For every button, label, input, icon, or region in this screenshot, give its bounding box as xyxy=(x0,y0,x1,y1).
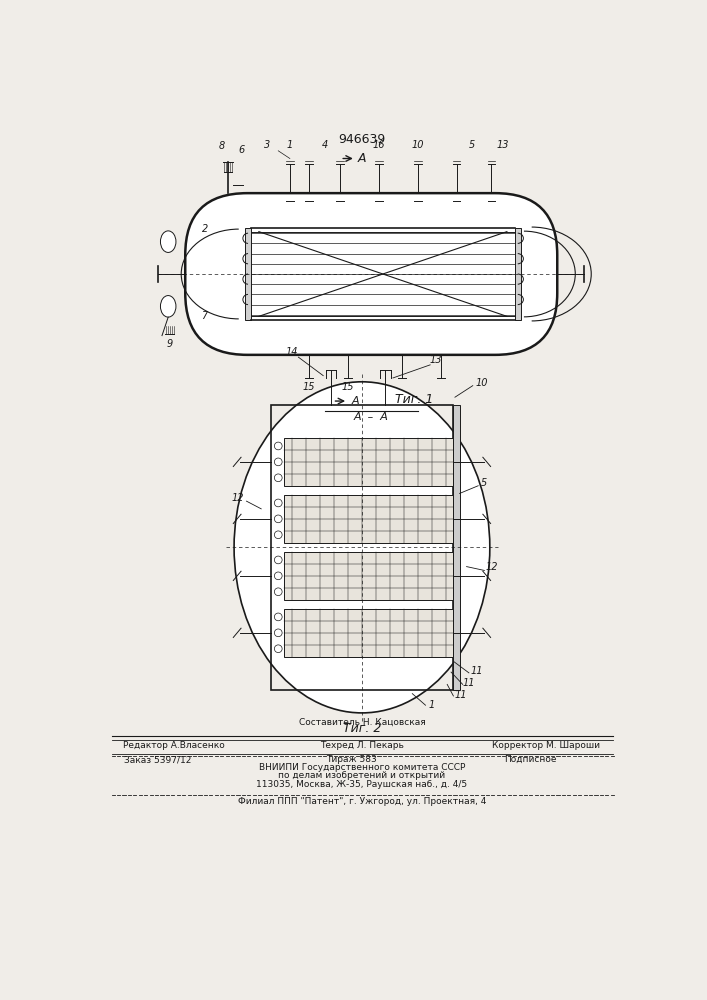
Circle shape xyxy=(274,499,282,507)
Text: ВНИИПИ Государственного комитета СССР: ВНИИПИ Государственного комитета СССР xyxy=(259,763,465,772)
Text: Редактор А.Власенко: Редактор А.Власенко xyxy=(123,741,225,750)
Text: Τиг. 1: Τиг. 1 xyxy=(395,393,433,406)
Text: 10: 10 xyxy=(411,140,424,150)
Text: Техред Л. Пекарь: Техред Л. Пекарь xyxy=(320,741,404,750)
Text: 9: 9 xyxy=(167,339,173,349)
Bar xyxy=(515,228,521,320)
Text: по делам изобретений и открытий: по делам изобретений и открытий xyxy=(279,771,445,780)
Text: 946639: 946639 xyxy=(339,133,385,146)
Text: 13: 13 xyxy=(497,140,509,150)
Text: A: A xyxy=(358,152,366,165)
Text: 4: 4 xyxy=(322,140,328,150)
Bar xyxy=(284,552,453,600)
Text: Заказ 5397/12: Заказ 5397/12 xyxy=(124,755,192,764)
Text: 11: 11 xyxy=(455,690,467,700)
Text: 3: 3 xyxy=(264,140,270,150)
Bar xyxy=(453,405,460,690)
Text: 5: 5 xyxy=(481,478,488,488)
Text: 1: 1 xyxy=(287,140,293,150)
Text: A  –  A: A – A xyxy=(354,412,389,422)
Text: A: A xyxy=(351,396,358,406)
Circle shape xyxy=(274,572,282,580)
Circle shape xyxy=(274,645,282,653)
Text: Тираж 583: Тираж 583 xyxy=(327,755,378,764)
Text: Корректор М. Шароши: Корректор М. Шароши xyxy=(491,741,600,750)
Text: 16: 16 xyxy=(373,140,385,150)
Text: Филиал ППП "Патент", г. Ужгород, ул. Проектная, 4: Филиал ППП "Патент", г. Ужгород, ул. Про… xyxy=(238,797,486,806)
Text: Подписное: Подписное xyxy=(504,755,556,764)
Text: 12: 12 xyxy=(232,493,244,503)
Text: 14: 14 xyxy=(286,347,298,357)
Bar xyxy=(245,228,251,320)
Ellipse shape xyxy=(234,382,490,713)
Text: 13: 13 xyxy=(429,355,442,365)
Text: 15: 15 xyxy=(303,381,315,391)
Text: 15: 15 xyxy=(341,381,354,391)
Circle shape xyxy=(274,588,282,596)
Text: 2: 2 xyxy=(201,224,208,234)
Circle shape xyxy=(274,458,282,466)
FancyBboxPatch shape xyxy=(185,193,557,355)
Circle shape xyxy=(274,515,282,523)
Text: 5: 5 xyxy=(469,140,475,150)
Ellipse shape xyxy=(160,231,176,252)
Bar xyxy=(284,609,453,657)
Text: 6: 6 xyxy=(239,145,245,155)
Circle shape xyxy=(274,531,282,539)
Text: Τиг. 2: Τиг. 2 xyxy=(343,722,381,735)
Text: 12: 12 xyxy=(486,562,498,572)
Text: 113035, Москва, Ж-35, Раушская наб., д. 4/5: 113035, Москва, Ж-35, Раушская наб., д. … xyxy=(257,780,467,789)
Circle shape xyxy=(274,442,282,450)
Circle shape xyxy=(274,613,282,621)
Circle shape xyxy=(274,474,282,482)
Text: 11: 11 xyxy=(462,678,475,688)
Text: 1: 1 xyxy=(428,700,435,710)
Circle shape xyxy=(274,556,282,564)
Text: Составитель Н. Кацовская: Составитель Н. Кацовская xyxy=(298,718,426,727)
Text: 11: 11 xyxy=(470,666,483,676)
Text: 7: 7 xyxy=(201,311,208,321)
Bar xyxy=(284,438,453,486)
Text: 8: 8 xyxy=(218,141,225,151)
Bar xyxy=(271,405,453,690)
Circle shape xyxy=(274,629,282,637)
Text: 10: 10 xyxy=(476,378,489,388)
Ellipse shape xyxy=(160,296,176,317)
Bar xyxy=(284,495,453,543)
